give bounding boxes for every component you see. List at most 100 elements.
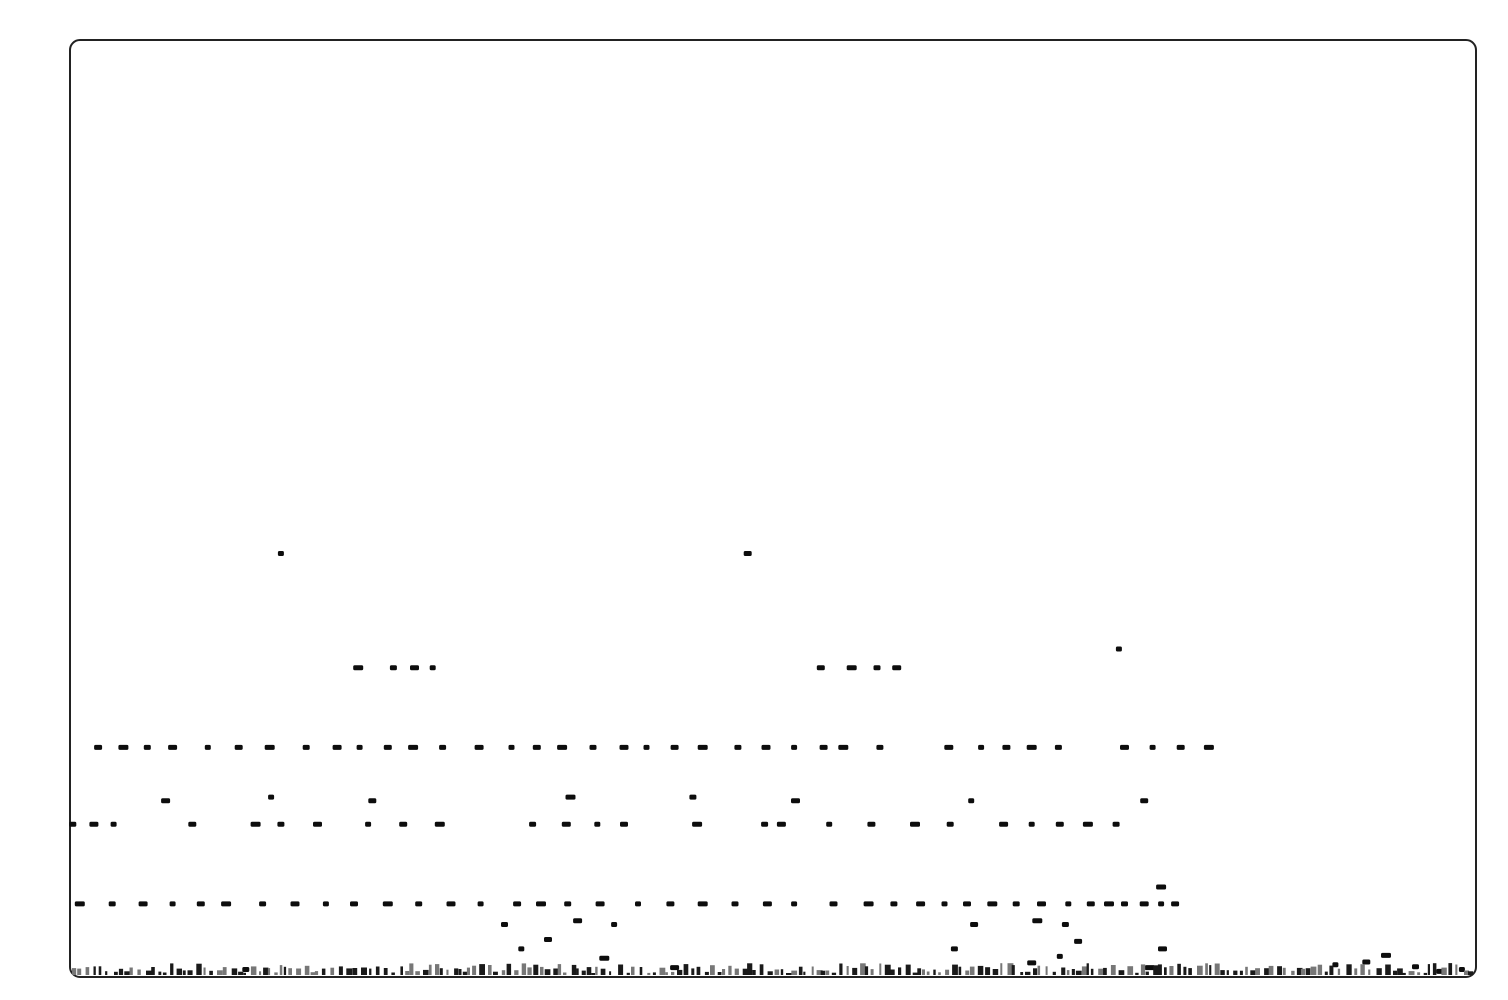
baseline-point [288,968,292,975]
baseline-point [1081,966,1088,975]
baseline-point [710,965,715,975]
scatter-point [589,744,597,750]
scatter-point [1002,744,1011,750]
baseline-point [1282,967,1286,975]
scatter-point [1037,901,1046,907]
scatter-point [221,901,232,907]
baseline-point [1264,968,1270,975]
scatter-point [529,821,537,827]
scatter-point [1158,901,1165,907]
baseline-point [472,965,477,975]
baseline-point [1177,963,1181,975]
baseline-point [1397,968,1403,975]
baseline-point [493,971,498,975]
scatter-point [365,821,372,827]
scatter-point [946,821,954,827]
scatter-point [564,901,572,907]
baseline-point [540,966,544,975]
scatter-point [196,901,205,907]
baseline-point [665,972,668,975]
baseline-point [969,966,975,975]
baseline-point [803,971,806,975]
baseline-point [162,972,167,975]
baseline-point [889,969,895,975]
scatter-point [816,665,825,671]
baseline-point [267,968,271,975]
data-points [69,551,1465,974]
baseline-point [717,972,722,975]
scatter-point [118,744,129,750]
baseline-point [958,966,962,975]
scatter-point [944,744,954,750]
scatter-point [970,922,979,927]
baseline-point [1183,966,1187,975]
baseline-point [1169,966,1174,975]
baseline-point [1310,966,1317,975]
baseline-point [1052,971,1056,975]
baseline-point [1448,963,1453,975]
baseline-point [462,971,468,975]
baseline-point [405,971,410,975]
scatter-point [1055,821,1064,827]
baseline-point [1427,964,1430,975]
baseline-point [146,970,152,975]
scatter-point [513,901,522,907]
baseline-point [926,971,930,975]
baseline-point [361,967,367,975]
baseline-point [446,969,449,975]
baseline-point [1007,963,1014,975]
scatter-point [382,901,393,907]
baseline-point [816,970,823,975]
scatter-point [761,744,771,750]
scatter-point [565,794,576,800]
baseline-point [1090,968,1094,975]
baseline-point [1317,964,1323,975]
baseline-point [659,967,666,975]
scatter-point [1082,821,1093,827]
baseline-point [274,972,278,975]
scatter-point [1332,962,1339,968]
scatter-point [389,665,397,671]
scatter-point [863,901,874,907]
baseline-point [609,971,612,975]
baseline-point [752,970,756,975]
baseline-point [533,964,539,975]
scatter-point [731,901,739,907]
scatter-point [410,665,419,671]
baseline-point [786,973,792,975]
baseline-point [1417,972,1421,975]
baseline-point [521,963,527,975]
baseline-point [600,968,606,975]
scatter-point [434,821,445,827]
baseline-point [1033,968,1038,975]
baseline-point [1157,964,1162,975]
baseline-point [1209,965,1212,975]
baseline-point [728,965,732,975]
scatter-point [439,744,447,750]
baseline-point [137,969,141,975]
scatter-point [169,901,176,907]
scatter-point [264,744,275,750]
baseline-point [209,970,213,975]
baseline-point [259,971,262,975]
baseline-point [231,968,238,975]
scatter-point [356,744,363,750]
baseline-point [187,970,193,975]
baseline-point [734,968,739,975]
baseline-point [1061,967,1066,975]
baseline-point [1277,966,1282,975]
baseline-point [283,966,287,975]
scatter-point [1032,918,1043,924]
baseline-point [898,967,902,975]
baseline-point [1423,972,1428,975]
baseline-point [93,966,96,975]
baseline-point [671,971,675,975]
baseline-point [114,971,118,975]
baseline-point [158,971,162,975]
baseline-point [922,969,925,975]
scatter-point [838,744,849,750]
baseline-point [238,971,244,975]
baseline-point [1140,964,1146,975]
scatter-point [1149,744,1156,750]
